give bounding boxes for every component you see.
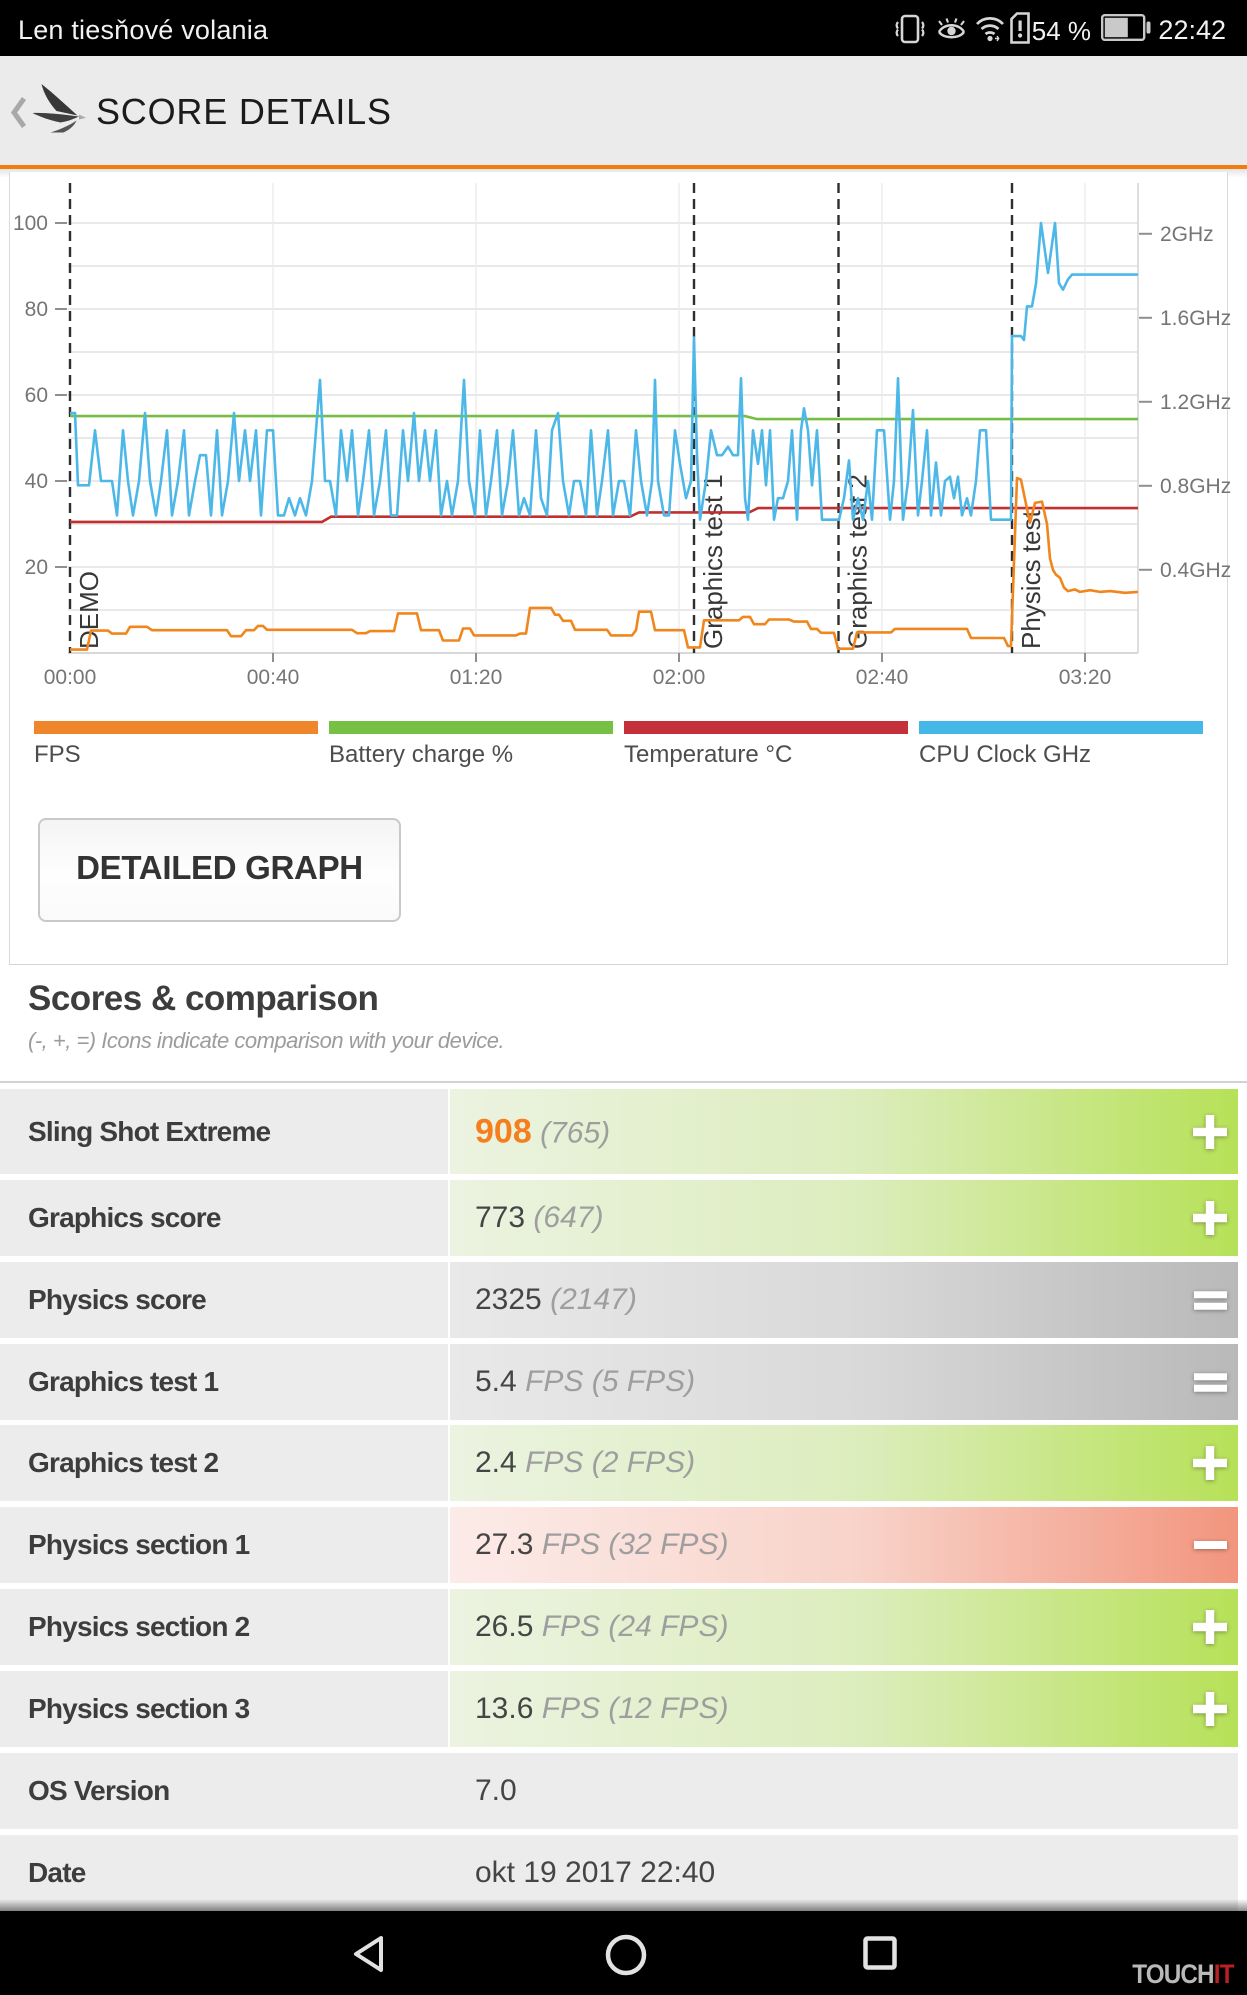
svg-text:0.8GHz: 0.8GHz	[1160, 475, 1231, 498]
svg-text:03:20: 03:20	[1059, 666, 1112, 689]
svg-text:0.4GHz: 0.4GHz	[1160, 559, 1231, 582]
svg-text:60: 60	[25, 384, 48, 407]
svg-text:01:20: 01:20	[450, 666, 503, 689]
svg-text:02:40: 02:40	[856, 666, 909, 689]
svg-text:02:00: 02:00	[653, 666, 706, 689]
svg-text:40: 40	[25, 470, 48, 493]
svg-text:100: 100	[13, 212, 48, 235]
svg-text:1.6GHz: 1.6GHz	[1160, 307, 1231, 330]
svg-text:20: 20	[25, 556, 48, 579]
svg-text:00:40: 00:40	[247, 666, 300, 689]
svg-text:2GHz: 2GHz	[1160, 223, 1214, 246]
svg-text:Physics test: Physics test	[1016, 510, 1046, 649]
svg-text:80: 80	[25, 298, 48, 321]
svg-text:1.2GHz: 1.2GHz	[1160, 391, 1231, 414]
svg-text:00:00: 00:00	[44, 666, 97, 689]
